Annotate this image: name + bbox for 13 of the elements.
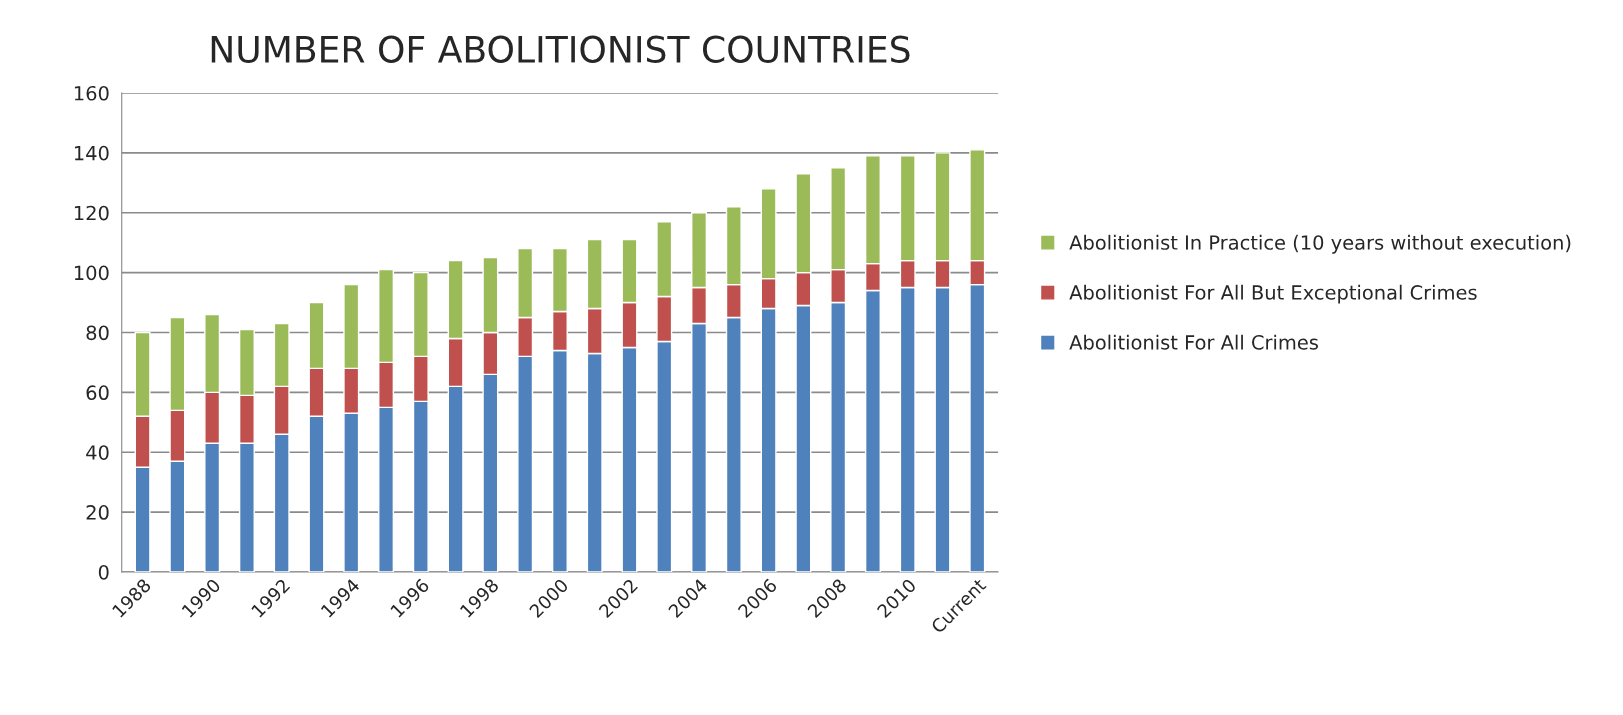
y-tick-label: 20 [86, 505, 109, 520]
y-tick-label: 80 [86, 325, 109, 341]
legend-label: Abolitionist In Practice (10 years without execution) [1069, 234, 1571, 254]
y-tick-label: 160 [74, 85, 109, 101]
y-tick-label: 120 [74, 205, 109, 221]
legend-label: Abolitionist For All But Exceptional Crimes [1069, 284, 1477, 304]
y-tick-label: 60 [86, 385, 109, 401]
y-tick-label: 40 [86, 445, 109, 460]
chart-title: NUMBER OF ABOLITIONIST COUNTRIES [211, 35, 910, 63]
legend-label: Abolitionist For All Crimes [1069, 334, 1318, 350]
y-tick-label: 140 [74, 145, 109, 161]
y-tick-label: 0 [98, 564, 109, 580]
y-tick-label: 100 [74, 265, 109, 281]
